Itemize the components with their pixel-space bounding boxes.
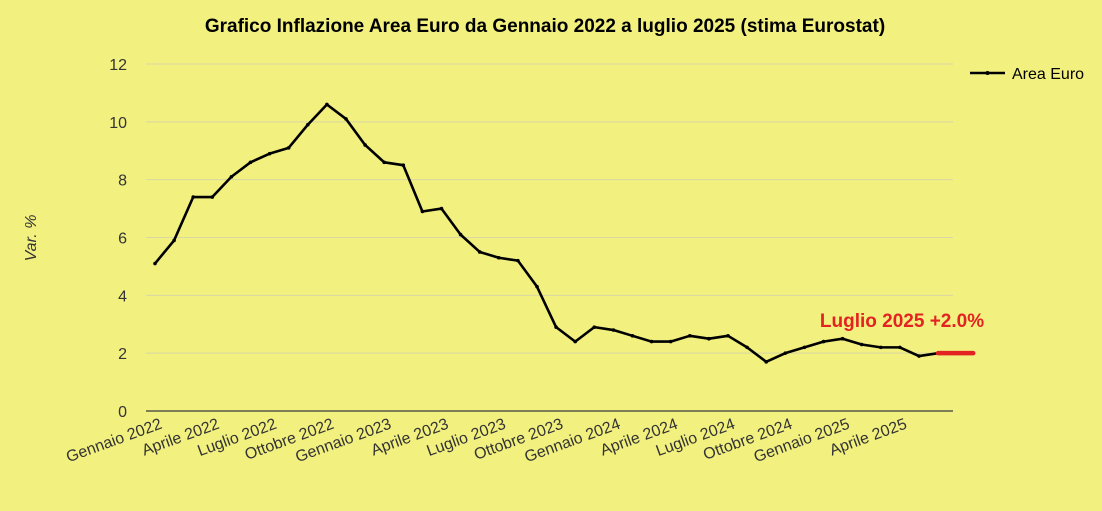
data-point (458, 232, 463, 237)
data-point (344, 117, 348, 121)
data-point (688, 334, 692, 338)
chart-title: Grafico Inflazione Area Euro da Gennaio … (205, 16, 885, 37)
legend-point-marker (985, 71, 990, 75)
data-point (191, 195, 195, 199)
data-point (592, 325, 597, 329)
data-point (267, 151, 272, 156)
data-point (382, 160, 387, 165)
legend-label-area-euro: Area Euro (1012, 66, 1084, 83)
series-line-area-euro (153, 103, 940, 364)
data-point (420, 209, 425, 214)
data-point (898, 345, 902, 350)
data-point (497, 255, 501, 260)
data-point (879, 345, 883, 350)
data-point (306, 122, 310, 127)
highlight-annotation: Luglio 2025 +2.0% (820, 311, 984, 332)
data-point (917, 354, 921, 358)
data-point (439, 206, 444, 211)
data-point (248, 160, 253, 165)
data-point (210, 195, 215, 199)
data-point (325, 102, 329, 107)
highlight-point (955, 351, 960, 356)
data-point (363, 143, 367, 147)
y-tick-label: 2 (118, 346, 127, 363)
data-point (821, 339, 826, 344)
data-point (229, 174, 234, 179)
y-tick-label: 8 (118, 173, 127, 190)
data-point (726, 334, 730, 338)
data-point (802, 345, 807, 350)
data-point (611, 328, 616, 332)
data-point (153, 261, 157, 266)
y-tick-label: 6 (118, 231, 127, 248)
grid-lines (146, 63, 953, 412)
y-tick-label: 4 (118, 288, 127, 305)
data-point (477, 250, 482, 254)
data-point (745, 345, 749, 350)
data-point (573, 339, 577, 344)
data-point (859, 342, 864, 347)
data-point (707, 336, 711, 341)
legend: Area Euro (970, 66, 1084, 83)
data-point (649, 339, 654, 344)
data-point (516, 258, 520, 263)
y-axis-label: Var. % (23, 215, 40, 262)
data-point (401, 163, 406, 168)
data-point (668, 339, 673, 344)
data-point (764, 360, 768, 364)
data-point (535, 284, 539, 289)
y-tick-label: 0 (118, 404, 127, 421)
data-point (286, 146, 291, 150)
y-axis-ticks: 0 2 4 6 8 10 12 (109, 57, 127, 421)
y-tick-label: 10 (109, 115, 127, 132)
y-tick-label: 12 (109, 57, 127, 74)
data-point (172, 238, 176, 243)
data-point (783, 351, 788, 355)
series-layer (153, 102, 976, 364)
data-point (630, 334, 635, 338)
data-point (840, 336, 845, 341)
data-point (554, 325, 558, 329)
